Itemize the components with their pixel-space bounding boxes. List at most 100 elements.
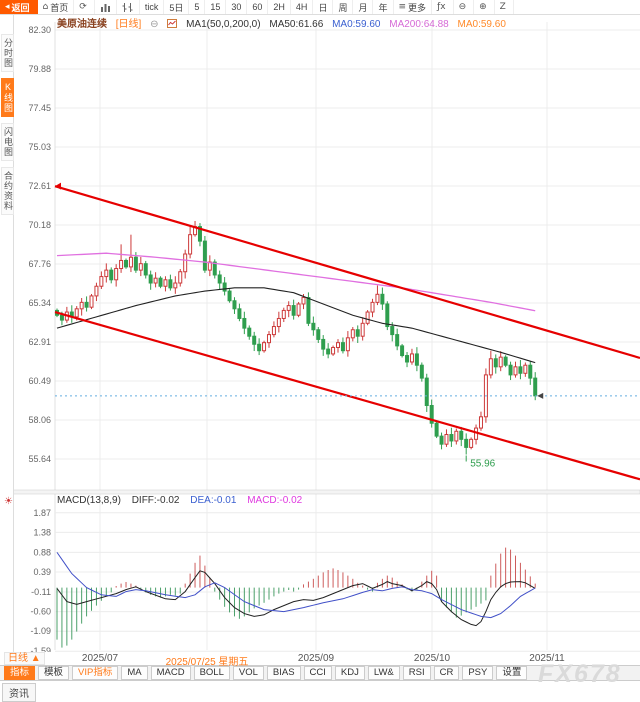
price-axis-label: 67.76 [28,259,51,269]
candlesticks [55,220,538,455]
x-axis-row: 日线 ▲ 2025/07 2025/07/25 星期五 2025/09 2025/10… [0,652,640,668]
price-axis-label: 75.03 [28,142,51,152]
indicator-bar: 指标 模板 VIP指标 MA MACD BOLL VOL BIAS CCI KDJ LW& RSI CR… [0,666,640,681]
indicator-tab-CCI[interactable]: CCI [303,666,332,680]
top-toolbar: ◂ 返回 ⌂ 首页 ⟳ tick 5日 5 15 30 60 2H 4H 日周月年 ≡ 更多 ƒx ⊖ ⊕ Z [0,0,640,15]
indicator-tab-KDJ[interactable]: KDJ [334,666,365,680]
chart-canvas[interactable]: 82.30 79.88 77.45 75.03 72.61 70.18 67.76 65.34… [0,14,640,652]
period-tick-label: tick [144,2,159,12]
period-4h-label: 4H [295,2,308,12]
period-30m[interactable]: 30 [226,0,248,14]
price-axis-label: 70.18 [28,220,51,230]
period-5d-label: 5日 [169,2,184,13]
back-button[interactable]: ◂ 返回 [0,0,38,14]
indicator-tab-VOL[interactable]: VOL [232,666,264,680]
period-15m[interactable]: 15 [205,0,227,14]
macd-axis-label: 1.87 [33,508,51,518]
period-day[interactable]: 日 [313,0,334,14]
price-axis-label: 82.30 [28,25,51,35]
period-day-label: 日 [318,2,328,13]
macd-axis-label: 1.38 [33,527,51,537]
ohlc-chart-icon[interactable] [117,0,140,14]
price-axis-label: 58.06 [28,415,51,425]
macd-macd-value: MACD:-0.02 [247,495,303,506]
refresh-icon[interactable]: ⟳ [74,0,95,14]
back-button-glyph: ◂ [5,2,10,12]
indicator-tab-BIAS[interactable]: BIAS [266,666,301,680]
macd-axis-label: 0.88 [33,547,51,557]
more-button-glyph: ≡ [398,2,407,12]
bar-chart-icon[interactable] [95,0,117,14]
macd-diff-value: DIFF:-0.02 [131,495,180,506]
sidebar-item-4[interactable]: 合约资料 [1,167,14,215]
chart-settings-icon[interactable] [167,19,178,30]
period-year[interactable]: 年 [373,0,394,14]
macd-title: MACD(13,8,9) [57,495,121,506]
indicator-fx-button[interactable]: ƒx [432,0,454,14]
indicator-tab-PSY[interactable]: PSY [462,666,494,680]
back-button-label: 返回 [11,2,30,13]
macd-axis-label: 0.39 [33,567,51,577]
indicator-tab-VIP指标[interactable]: VIP指标 [72,666,119,680]
macd-diff-line [56,570,536,627]
period-60m[interactable]: 60 [247,0,269,14]
indicator-tab-设置[interactable]: 设置 [496,666,528,680]
ma-settings-label: MA1(50,0,200,0) [186,19,261,30]
upper-channel-trendline [54,185,640,360]
zoom-in-icon-glyph: ⊕ [479,2,487,12]
indicator-tab-BOLL[interactable]: BOLL [193,666,230,680]
home-button-label: 首页 [50,2,69,13]
gridlines: 82.30 79.88 77.45 75.03 72.61 70.18 67.76 65.34… [28,22,640,652]
period-2h-label: 2H [273,2,285,12]
indicator-tab-MA[interactable]: MA [121,666,148,680]
price-axis-label: 55.64 [28,454,51,464]
ma50-line [56,287,536,364]
sidebar-item-3[interactable]: 闪电图 [1,123,14,161]
dropdown-arrow-icon: ▲ [30,653,41,664]
last-price-marker [537,392,544,399]
period-month[interactable]: 月 [353,0,374,14]
period-tick[interactable]: tick [140,0,165,14]
period-5m-label: 5 [194,2,200,12]
price-axis-label: 62.91 [28,337,51,347]
indicator-tab-MACD[interactable]: MACD [150,666,191,680]
more-button-label: 更多 [408,2,427,13]
bottom-row: 资讯 [0,682,640,702]
macd-axis-label: -1.59 [30,646,51,652]
refresh-icon-glyph: ⟳ [79,2,87,12]
home-button[interactable]: ⌂ 首页 [38,0,75,14]
period-5m[interactable]: 5 [189,0,206,14]
macd-dea-value: DEA:-0.01 [190,495,237,506]
ma0-blue-value: MA0:59.60 [332,19,381,30]
toolbar-spacer [514,0,640,14]
macd-legend: MACD(13,8,9) DIFF:-0.02 DEA:-0.01 MACD:-… [57,495,310,506]
macd-axis-label: -0.11 [31,587,51,597]
x-axis-label: 2025/10 [413,653,451,664]
indicator-tab-RSI[interactable]: RSI [402,666,431,680]
period-week[interactable]: 周 [333,0,354,14]
macd-panel-icon[interactable]: ☀ [4,496,13,507]
panel-separator [0,489,640,495]
period-week-label: 周 [338,2,348,13]
period-selector[interactable]: 日线 ▲ [4,652,45,665]
indicator-tab-模板[interactable]: 模板 [38,666,70,680]
x-axis-label: 2025/07 [81,653,119,664]
x-axis-label: 2025/09 [297,653,335,664]
draw-tool-icon[interactable]: Z [495,0,514,14]
period-5d[interactable]: 5日 [164,0,190,14]
sidebar-item-1[interactable]: 分时图 [1,34,14,72]
more-button[interactable]: ≡ 更多 [394,0,433,14]
zoom-out-icon[interactable]: ⊖ [454,0,475,14]
period-4h[interactable]: 4H [291,0,314,14]
zoom-in-icon[interactable]: ⊕ [474,0,495,14]
sidebar-item-2[interactable]: K线图 [1,78,14,117]
indicator-tab-CR[interactable]: CR [433,666,460,680]
indicator-tab-LW&[interactable]: LW& [367,666,400,680]
collapse-icon[interactable]: ⊖ [150,19,159,30]
left-sidebar: 分时图 K线图闪电图合约资料 [0,14,14,652]
period-2h[interactable]: 2H [268,0,291,14]
tab-news[interactable]: 资讯 [2,683,36,702]
x-axis-label: 2025/11 [529,653,565,664]
indicator-tab-指标[interactable]: 指标 [4,666,36,680]
chart-legend: 美原油连续 [日线] ⊖ MA1(50,0,200,0) MA50:61.66 … [57,15,512,30]
